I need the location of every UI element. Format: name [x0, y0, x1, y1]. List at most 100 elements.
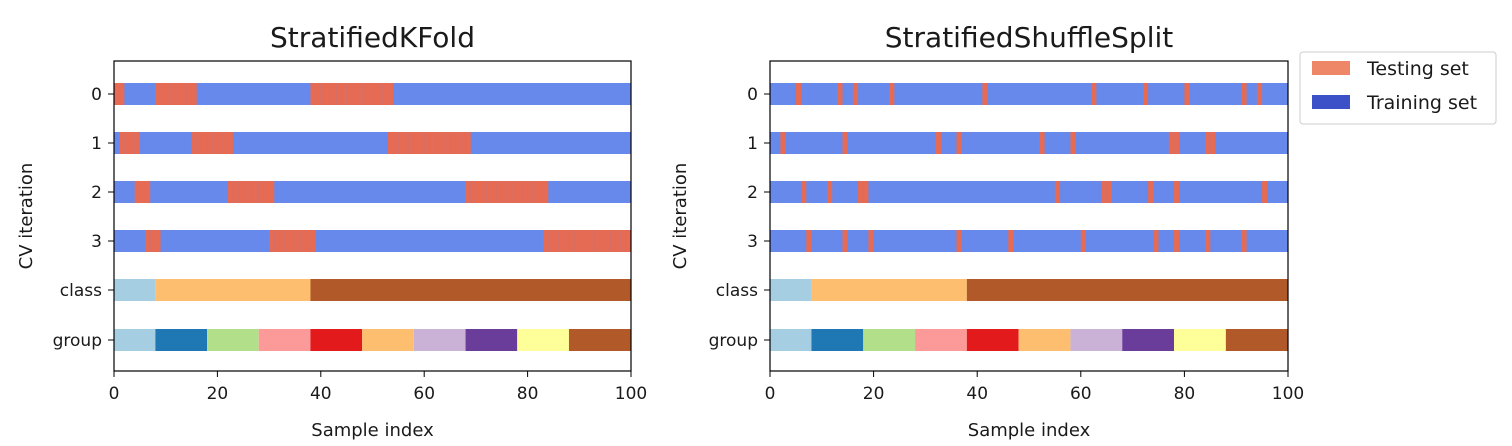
testing-cell [548, 230, 554, 252]
testing-cell [207, 132, 213, 154]
testing-cell [372, 83, 378, 105]
testing-cell [563, 230, 569, 252]
x-tick-label: 60 [1070, 384, 1092, 404]
group-segment [1174, 329, 1226, 351]
testing-cell [956, 230, 962, 252]
testing-cell [806, 230, 812, 252]
testing-cell [269, 181, 275, 203]
x-tick-label: 40 [310, 384, 332, 404]
testing-cell [305, 230, 311, 252]
x-tick-label: 60 [413, 384, 435, 404]
testing-cell [1174, 230, 1180, 252]
group-segment [811, 329, 864, 351]
testing-cell [191, 132, 197, 154]
group-segment [413, 329, 466, 351]
group-segment [465, 329, 518, 351]
testing-cell [238, 181, 244, 203]
testing-cell [320, 83, 326, 105]
testing-cell [134, 181, 140, 203]
group-segment [207, 329, 259, 351]
y-tick-label: 1 [747, 134, 758, 154]
testing-cell [481, 181, 487, 203]
testing-cell [982, 83, 988, 105]
testing-cell [253, 181, 259, 203]
testing-cell [362, 83, 368, 105]
training-bar [114, 181, 631, 203]
testing-cell [842, 132, 848, 154]
group-segment [1122, 329, 1175, 351]
y-axis-label: CV iteration [670, 163, 691, 270]
testing-cell [331, 83, 337, 105]
testing-cell [599, 230, 606, 252]
testing-cell [181, 83, 187, 105]
testing-cell [274, 230, 280, 252]
testing-cell [263, 181, 270, 203]
testing-cell [837, 83, 843, 105]
testing-cell [284, 230, 290, 252]
testing-cell [294, 230, 301, 252]
group-segment [310, 329, 363, 351]
group-segment [863, 329, 916, 351]
testing-cell [584, 230, 590, 252]
legend-training-label: Training set [1366, 92, 1477, 114]
y-tick-label: 3 [91, 232, 102, 252]
class-segment [310, 279, 631, 301]
stratified-shuffle-split-panel: 0 1 2 3 class group 0 20 40 60 80 100 StratifiedShuf… [670, 21, 1304, 441]
testing-cell [956, 132, 962, 154]
testing-cell [315, 83, 321, 105]
chart-title: StratifiedShuffleSplit [885, 21, 1173, 54]
testing-cell [620, 230, 626, 252]
testing-cell [196, 132, 202, 154]
testing-cell [129, 132, 135, 154]
stratified-kfold-panel: 0 1 2 3 class group 0 20 40 60 80 100 StratifiedKFol… [16, 21, 647, 441]
testing-cell [434, 132, 440, 154]
testing-cell [1106, 181, 1112, 203]
testing-cell [346, 83, 352, 105]
y-tick-label: 0 [747, 85, 758, 105]
group-segment [915, 329, 967, 351]
group-segment [155, 329, 208, 351]
x-tick-label: 40 [966, 384, 988, 404]
testing-cell [795, 83, 802, 105]
testing-cell [145, 230, 151, 252]
testing-cell [139, 181, 146, 203]
y-tick-label: 2 [747, 183, 758, 203]
testing-cell [1241, 230, 1247, 252]
testing-cell [527, 181, 533, 203]
testing-cell [388, 83, 394, 105]
testing-cell [212, 132, 218, 154]
testing-cell [1080, 230, 1086, 252]
y-tick-label: group [53, 331, 102, 351]
x-tick-label: 20 [863, 384, 885, 404]
testing-cell [186, 83, 192, 105]
testing-cell [336, 83, 342, 105]
testing-cell [150, 230, 156, 252]
testing-cell [589, 230, 595, 252]
testing-cell [155, 83, 161, 105]
testing-cell [114, 83, 120, 105]
legend-training-swatch [1312, 95, 1350, 109]
testing-cell [227, 132, 233, 154]
y-tick-label: class [716, 281, 758, 301]
testing-cell [450, 132, 456, 154]
testing-cell [615, 230, 621, 252]
group-segment [114, 329, 156, 351]
axes-frame [113, 60, 632, 372]
testing-cell [191, 83, 197, 105]
testing-cell [393, 132, 399, 154]
x-tick-label: 80 [1174, 384, 1196, 404]
testing-cell [1008, 230, 1014, 252]
testing-cell [506, 181, 513, 203]
training-bar [770, 181, 1288, 203]
class-segment [966, 279, 1288, 301]
x-tick-label: 0 [765, 384, 776, 404]
class-segment [114, 279, 156, 301]
testing-cell [852, 83, 859, 105]
testing-cell [1142, 83, 1149, 105]
testing-cell [248, 181, 254, 203]
training-bar [114, 230, 631, 252]
testing-cell [863, 181, 869, 203]
testing-cell [300, 230, 306, 252]
testing-cell [543, 181, 549, 203]
